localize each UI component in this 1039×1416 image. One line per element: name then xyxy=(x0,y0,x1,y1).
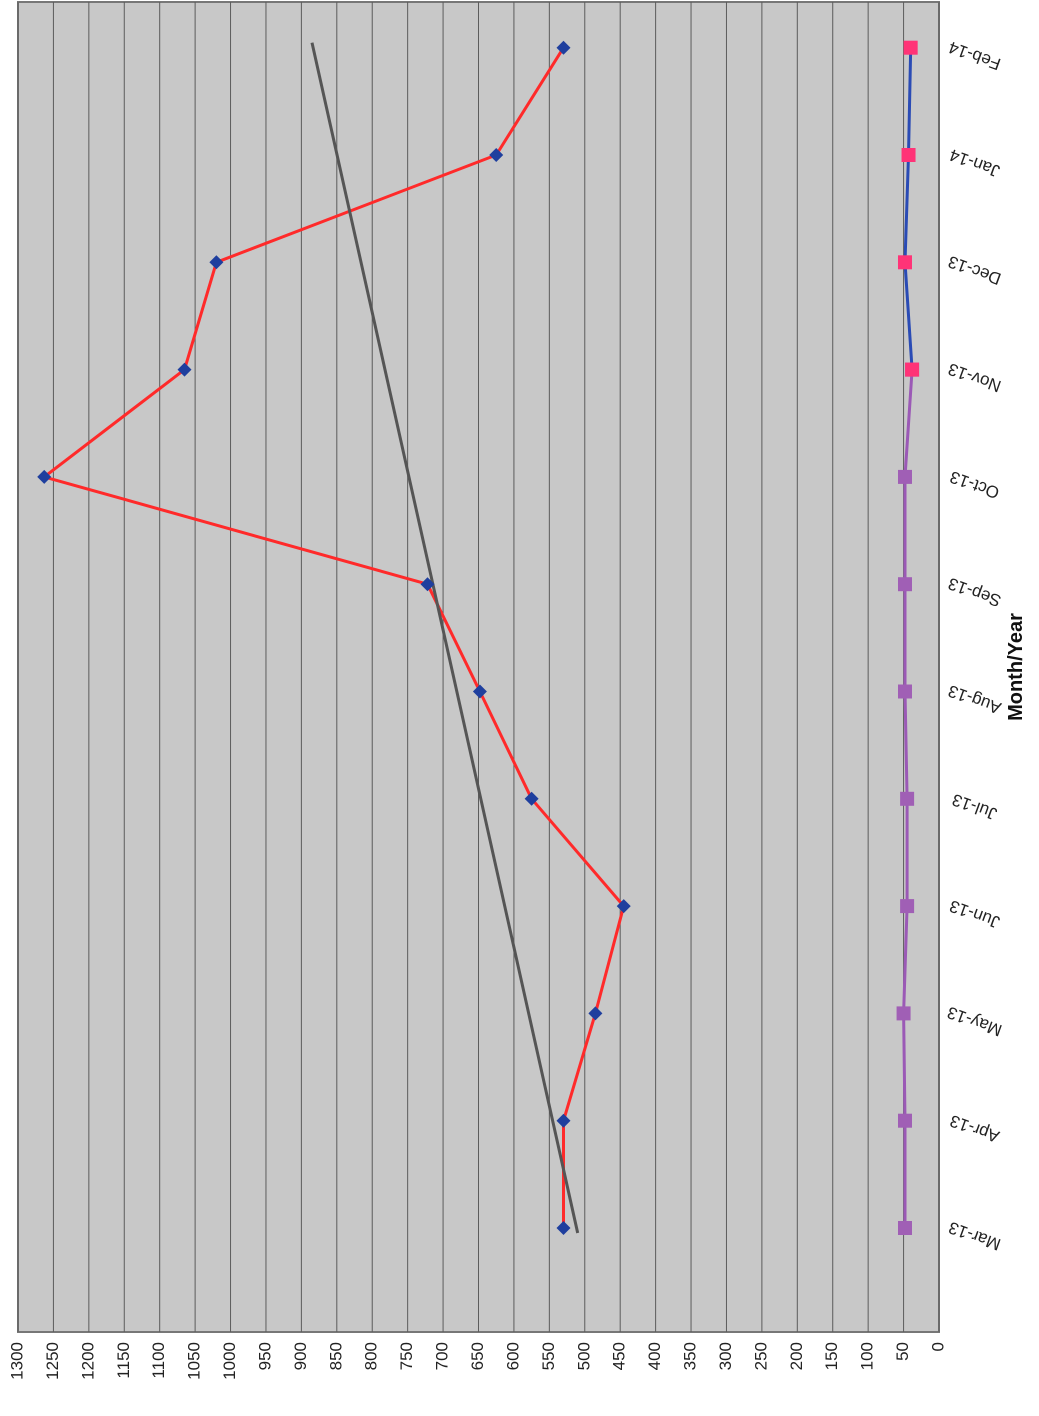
y-tick-label: 950 xyxy=(255,1342,274,1370)
data-point-primary xyxy=(37,469,52,484)
data-point-primary xyxy=(616,899,631,914)
data-point-primary xyxy=(489,148,504,162)
y-tick-label: 900 xyxy=(291,1342,310,1370)
x-tick-label: Oct-13 xyxy=(947,467,1001,502)
x-tick-label: Apr-13 xyxy=(947,1111,1001,1146)
data-point-secondary-part1 xyxy=(897,1221,912,1235)
data-point-secondary-part1 xyxy=(900,899,915,914)
y-tick-label: 250 xyxy=(751,1342,770,1370)
x-tick-label: Dec-13 xyxy=(946,252,1004,289)
y-tick-label: 400 xyxy=(645,1342,664,1370)
series-line-trend xyxy=(310,42,580,1234)
y-tick-label: 750 xyxy=(397,1342,416,1370)
data-point-secondary-part1 xyxy=(896,1006,911,1021)
data-point-primary xyxy=(556,40,571,55)
y-tick-label: 850 xyxy=(326,1342,345,1370)
data-point-primary xyxy=(472,684,487,699)
data-point-primary xyxy=(556,1113,571,1128)
y-tick-label: 800 xyxy=(362,1342,381,1370)
data-point-secondary-part2 xyxy=(905,362,920,377)
data-point-primary xyxy=(209,255,224,270)
y-tick-label: 1050 xyxy=(185,1342,204,1380)
data-point-secondary-part1 xyxy=(897,469,912,484)
series-line-primary xyxy=(42,46,626,1228)
x-tick-label: Jul-13 xyxy=(950,790,1000,824)
x-tick-label: Nov-13 xyxy=(946,359,1004,396)
x-axis-tick-labels: Mar-13 Apr-13 May-13 Jun-13 Jul-13 Aug-13 Sep-… xyxy=(945,37,1005,1254)
y-tick-label: 450 xyxy=(610,1342,629,1370)
x-axis-title: Month/Year xyxy=(1005,613,1027,721)
data-point-secondary-part1 xyxy=(900,791,915,806)
series-markers xyxy=(37,40,920,1235)
data-point-primary xyxy=(556,1221,571,1235)
x-tick-label: Aug-13 xyxy=(946,681,1004,718)
y-tick-label: 600 xyxy=(503,1342,522,1370)
x-tick-label: Feb-14 xyxy=(946,37,1003,73)
y-tick-label: 650 xyxy=(468,1342,487,1370)
y-tick-label: 550 xyxy=(539,1342,558,1370)
data-point-secondary-part1 xyxy=(897,1113,912,1128)
y-tick-label: 0 xyxy=(928,1342,947,1351)
y-tick-label: 150 xyxy=(822,1342,841,1370)
x-tick-label: Jan-14 xyxy=(947,145,1002,181)
y-tick-label: 50 xyxy=(893,1342,912,1361)
y-tick-label: 1150 xyxy=(114,1342,133,1379)
data-point-primary xyxy=(524,791,539,806)
data-point-secondary-part2 xyxy=(903,40,918,55)
y-tick-label: 1000 xyxy=(220,1342,239,1380)
data-point-secondary-part1 xyxy=(897,684,912,699)
y-tick-label: 1300 xyxy=(7,1342,26,1380)
x-tick-label: May-13 xyxy=(945,1003,1005,1040)
data-point-secondary-part2 xyxy=(897,255,912,270)
y-tick-label: 200 xyxy=(787,1342,806,1370)
y-tick-label: 300 xyxy=(716,1342,735,1370)
data-point-primary xyxy=(420,577,435,592)
gridlines xyxy=(17,2,940,1332)
data-point-primary xyxy=(177,362,192,377)
series-line-secondary-part2 xyxy=(903,47,914,370)
data-point-secondary-part2 xyxy=(901,148,916,162)
y-axis-tick-labels: 0 50 100 150 200 250 300 350 400 450 500 550 600 650 7… xyxy=(7,1342,947,1380)
y-tick-label: 1250 xyxy=(43,1342,62,1380)
y-tick-label: 1200 xyxy=(78,1342,97,1380)
y-tick-label: 500 xyxy=(574,1342,593,1370)
data-point-primary xyxy=(588,1006,603,1021)
x-tick-label: Jun-13 xyxy=(947,896,1002,932)
y-tick-label: 100 xyxy=(858,1342,877,1370)
x-tick-label: Mar-13 xyxy=(946,1218,1003,1254)
x-tick-label: Sep-13 xyxy=(946,574,1004,611)
y-tick-label: 1100 xyxy=(149,1342,168,1379)
y-tick-label: 350 xyxy=(681,1342,700,1370)
y-tick-label: 700 xyxy=(433,1342,452,1370)
data-point-secondary-part1 xyxy=(897,577,912,592)
